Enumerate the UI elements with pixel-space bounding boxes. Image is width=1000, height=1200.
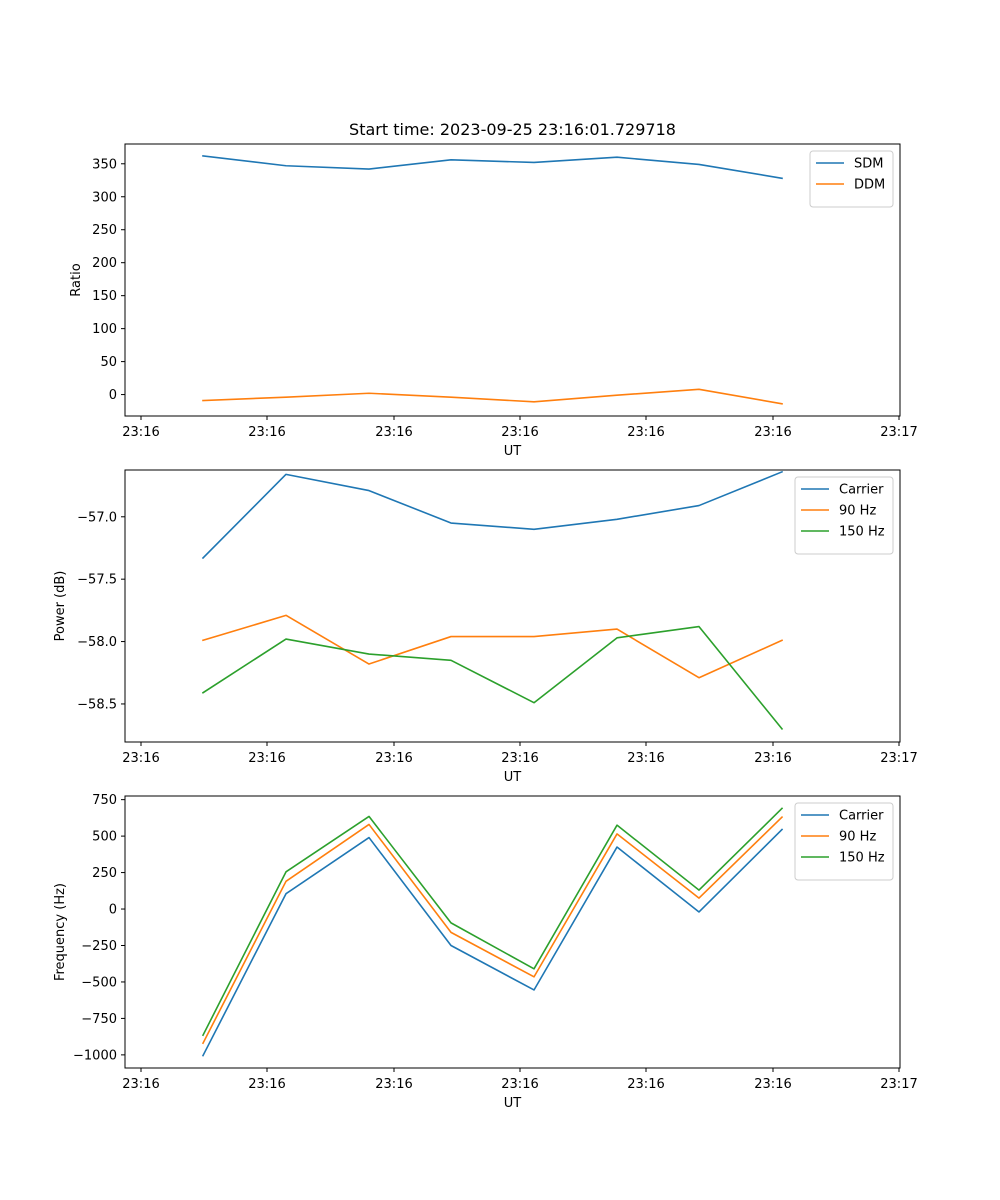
x-axis-label: UT	[504, 444, 522, 459]
series-line-90-hz	[201, 816, 784, 1045]
y-tick-label: −750	[81, 1012, 117, 1027]
x-tick-label: 23:17	[880, 425, 917, 440]
subplot-1: 23:16 23:16 23:16 23:16 23:16 23:16 23:17 0 50 10…	[69, 143, 918, 459]
x-tick-label: 23:16	[754, 1077, 791, 1092]
x-tick-label: 23:16	[248, 751, 285, 766]
x-tick-label: 23:16	[122, 425, 159, 440]
plot-frame	[124, 469, 901, 743]
legend-label: Carrier	[839, 809, 884, 824]
legend-label: 150 Hz	[839, 851, 885, 866]
y-axis-label: Power (dB)	[53, 571, 68, 642]
x-tick-label: 23:16	[627, 425, 664, 440]
x-tick-label: 23:16	[375, 751, 412, 766]
x-tick-label: 23:16	[375, 425, 412, 440]
x-axis-label: UT	[504, 770, 522, 785]
y-tick-label: −1000	[73, 1048, 117, 1063]
legend-label: Carrier	[839, 483, 884, 498]
legend-box	[794, 802, 894, 881]
y-tick-label: 0	[109, 903, 117, 918]
y-tick-label: 0	[109, 388, 117, 403]
charts: 23:16 23:16 23:16 23:16 23:16 23:16 23:17 0 50 10…	[53, 143, 918, 1111]
legend-label: 90 Hz	[839, 504, 876, 519]
legend-label: SDM	[854, 157, 883, 172]
subplot-2: 23:16 23:16 23:16 23:16 23:16 23:16 23:17 −58.5…	[53, 469, 918, 785]
y-tick-label: 750	[92, 793, 117, 808]
y-tick-label: −500	[81, 975, 117, 990]
legend-box	[794, 476, 894, 555]
x-tick-label: 23:16	[248, 425, 285, 440]
x-tick-label: 23:17	[880, 751, 917, 766]
x-tick-label: 23:16	[501, 751, 538, 766]
chart-title: Start time: 2023-09-25 23:16:01.729718	[349, 120, 676, 139]
y-tick-label: −57.5	[77, 573, 117, 588]
y-tick-label: 100	[92, 322, 117, 337]
plot-frame	[124, 143, 901, 417]
y-tick-label: 50	[100, 355, 117, 370]
x-tick-label: 23:16	[248, 1077, 285, 1092]
y-tick-label: 250	[92, 866, 117, 881]
y-tick-label: 250	[92, 223, 117, 238]
y-tick-label: 500	[92, 830, 117, 845]
x-tick-label: 23:16	[627, 1077, 664, 1092]
legend-label: 150 Hz	[839, 525, 885, 540]
legend-label: DDM	[854, 178, 885, 193]
x-axis-label: UT	[504, 1096, 522, 1111]
y-axis-label: Ratio	[69, 263, 84, 296]
legend-box	[809, 150, 894, 208]
y-tick-label: 300	[92, 190, 117, 205]
series-line-ddm	[202, 388, 783, 405]
legend: Carrier 90 Hz 150 Hz	[794, 802, 894, 881]
x-tick-label: 23:16	[122, 1077, 159, 1092]
y-tick-label: 150	[92, 289, 117, 304]
series-line-90-hz	[202, 614, 784, 679]
x-tick-label: 23:16	[375, 1077, 412, 1092]
legend-label: 90 Hz	[839, 830, 876, 845]
series-line-150-hz	[201, 625, 784, 731]
legend: Carrier 90 Hz 150 Hz	[794, 476, 894, 555]
series-line-carrier	[201, 470, 784, 560]
y-tick-label: 350	[92, 157, 117, 172]
y-tick-label: −58.5	[77, 697, 117, 712]
plot-frame	[124, 795, 901, 1069]
series-line-carrier	[201, 828, 784, 1057]
x-tick-label: 23:16	[501, 1077, 538, 1092]
x-tick-label: 23:16	[754, 425, 791, 440]
x-tick-label: 23:16	[501, 425, 538, 440]
series-line-sdm	[202, 154, 783, 180]
y-tick-label: −57.0	[77, 510, 117, 525]
subplot-3: 23:16 23:16 23:16 23:16 23:16 23:16 23:17 −1000…	[53, 793, 918, 1111]
y-axis-label: Frequency (Hz)	[53, 883, 68, 981]
y-tick-label: 200	[92, 256, 117, 271]
x-tick-label: 23:16	[122, 751, 159, 766]
series-line-150-hz	[201, 807, 784, 1037]
y-tick-label: −58.0	[77, 635, 117, 650]
y-tick-label: −250	[81, 939, 117, 954]
legend: SDM DDM	[809, 150, 894, 208]
x-tick-label: 23:16	[754, 751, 791, 766]
x-tick-label: 23:17	[880, 1077, 917, 1092]
x-tick-label: 23:16	[627, 751, 664, 766]
